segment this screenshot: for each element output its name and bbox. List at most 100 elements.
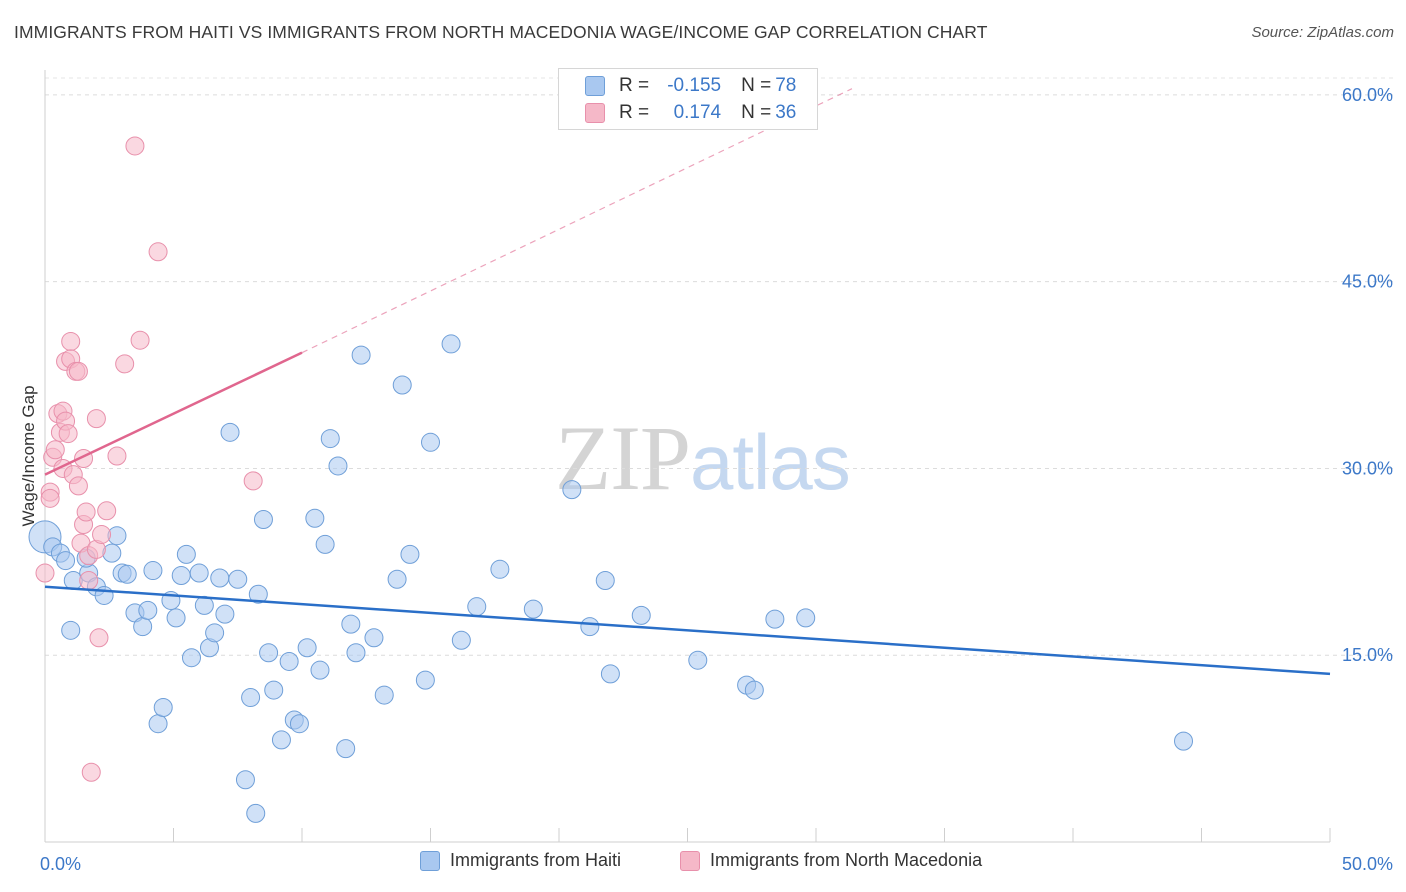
haiti-point xyxy=(181,648,201,668)
r-value: 0.174 xyxy=(673,102,722,123)
y-tick-label: 30.0% xyxy=(1342,458,1393,478)
y-tick-label: 15.0% xyxy=(1342,645,1393,665)
haiti-point xyxy=(138,600,158,620)
haiti-point xyxy=(246,803,266,823)
haiti-point xyxy=(346,643,366,663)
north-macedonia-point xyxy=(86,409,106,429)
haiti-point xyxy=(392,375,412,395)
haiti-point xyxy=(215,604,235,624)
n-value: 36 xyxy=(775,102,797,123)
haiti-point xyxy=(279,651,299,671)
haiti-point xyxy=(341,614,361,634)
haiti-point xyxy=(210,568,230,588)
haiti-point xyxy=(595,571,615,591)
r-label: R = xyxy=(619,75,650,96)
legend-label-haiti: Immigrants from Haiti xyxy=(450,850,622,870)
haiti-point xyxy=(297,638,317,658)
haiti-point xyxy=(310,660,330,680)
legend-row-haiti: R = -0.155 N = 78 xyxy=(585,73,796,99)
legend-swatch-haiti xyxy=(420,850,440,871)
haiti-point xyxy=(400,544,420,564)
haiti-point xyxy=(61,620,81,640)
haiti-point xyxy=(364,628,384,648)
haiti-point xyxy=(387,569,407,589)
y-tick-label: 45.0% xyxy=(1342,272,1393,292)
haiti-point xyxy=(1174,731,1194,751)
north-macedonia-point xyxy=(35,563,55,583)
n-value: 78 xyxy=(775,75,797,96)
legend-label-north-macedonia: Immigrants from North Macedonia xyxy=(710,850,983,870)
haiti-point xyxy=(421,432,440,452)
north-macedonia-point xyxy=(130,330,150,350)
series-legend: Immigrants from Haiti Immigrants from No… xyxy=(0,850,1406,880)
north-macedonia-point xyxy=(81,762,101,782)
legend-item-north-macedonia[interactable]: Immigrants from North Macedonia xyxy=(680,850,982,871)
north-macedonia-point xyxy=(97,501,117,521)
haiti-point xyxy=(600,664,620,684)
haiti-point xyxy=(220,422,240,442)
haiti-point xyxy=(166,608,186,628)
watermark-atlas: atlas xyxy=(690,418,851,506)
haiti-point xyxy=(56,551,76,571)
haiti-point xyxy=(631,605,651,625)
north-macedonia-point xyxy=(92,524,112,544)
r-label: R = xyxy=(619,102,650,123)
haiti-point xyxy=(148,714,168,734)
r-value: -0.155 xyxy=(667,75,722,96)
haiti-point xyxy=(688,650,708,670)
haiti-point xyxy=(259,643,279,663)
haiti-point xyxy=(328,456,348,476)
haiti-point xyxy=(320,429,340,449)
haiti-point xyxy=(467,597,487,617)
legend-swatch-north-macedonia xyxy=(680,850,700,871)
haiti-point xyxy=(796,608,816,628)
legend-swatch-haiti xyxy=(585,76,605,96)
haiti-point xyxy=(271,730,291,750)
haiti-point xyxy=(289,714,309,734)
haiti-point xyxy=(336,739,356,759)
haiti-point xyxy=(248,584,268,604)
north-macedonia-point xyxy=(58,424,78,444)
haiti-point xyxy=(744,680,764,700)
north-macedonia-point xyxy=(148,242,168,262)
haiti-point xyxy=(305,508,325,528)
x-tick-label: 50.0% xyxy=(1342,854,1393,874)
y-tick-label: 60.0% xyxy=(1342,85,1393,105)
y-axis-label: Wage/Income Gap xyxy=(19,385,38,526)
north-macedonia-point xyxy=(107,446,127,466)
haiti-point xyxy=(765,609,785,629)
north-macedonia-point xyxy=(243,471,263,491)
n-label: N = xyxy=(741,75,772,96)
haiti-point xyxy=(351,345,371,365)
n-label: N = xyxy=(741,102,772,123)
legend-item-haiti[interactable]: Immigrants from Haiti xyxy=(420,850,621,871)
north-macedonia-point xyxy=(125,136,145,156)
north-macedonia-point xyxy=(40,488,60,508)
correlation-legend: R = -0.155 N = 78 R = 0.174 N = 36 xyxy=(558,68,818,130)
haiti-point xyxy=(143,561,163,581)
north-macedonia-point xyxy=(61,331,81,351)
north-macedonia-trend-extension xyxy=(301,88,853,354)
haiti-point xyxy=(253,510,273,530)
north-macedonia-trend-line xyxy=(44,351,303,476)
haiti-point xyxy=(451,630,471,650)
north-macedonia-point xyxy=(68,476,88,496)
haiti-point xyxy=(117,564,137,584)
haiti-point xyxy=(441,334,461,354)
source-credit: Source: ZipAtlas.com xyxy=(1251,24,1394,41)
chart-title: IMMIGRANTS FROM HAITI VS IMMIGRANTS FROM… xyxy=(14,22,988,42)
haiti-point xyxy=(205,623,225,643)
haiti-point xyxy=(580,617,600,637)
north-macedonia-point xyxy=(76,502,96,522)
haiti-point xyxy=(374,685,394,705)
haiti-point xyxy=(562,480,582,500)
haiti-point xyxy=(176,544,196,564)
haiti-point xyxy=(133,617,153,637)
haiti-point xyxy=(241,688,261,708)
north-macedonia-point xyxy=(89,628,109,648)
haiti-point xyxy=(315,534,335,554)
haiti-point xyxy=(235,770,255,790)
haiti-point xyxy=(490,559,510,579)
haiti-trend-line xyxy=(44,585,1331,676)
